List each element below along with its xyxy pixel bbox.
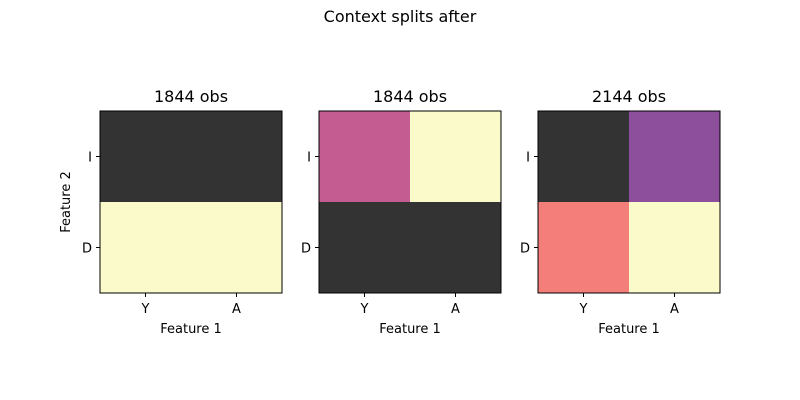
heatmap-cell — [629, 202, 720, 293]
x-tick-label: Y — [579, 302, 588, 317]
panel-3: 2144 obs Y A I D Feature 1 — [520, 87, 721, 337]
y-tick-label: I — [88, 151, 92, 166]
panel-title: 2144 obs — [592, 87, 666, 106]
heatmap-cell — [319, 202, 410, 293]
y-tick-label: I — [526, 151, 530, 166]
heatmap-cell — [191, 202, 282, 293]
axes-frame — [99, 110, 283, 294]
panel-2: 1844 obs Y A I D Feature 1 — [301, 87, 502, 337]
y-tick-label: I — [307, 151, 311, 166]
heatmap-cell — [629, 111, 720, 202]
heatmap-cell — [538, 202, 629, 293]
panels: 1844 obs Y A I D Feature 1 Feature 2 1844 obs Y A… — [59, 87, 721, 337]
x-tick-label: A — [451, 302, 460, 317]
heatmap-cell — [410, 111, 501, 202]
y-tick-label: D — [82, 242, 92, 257]
y-axis-label: Feature 2 — [59, 171, 74, 233]
x-tick-label: A — [232, 302, 241, 317]
heatmap-cell — [319, 111, 410, 202]
y-tick-label: D — [520, 242, 530, 257]
x-axis-label: Feature 1 — [379, 322, 441, 337]
panel-1: 1844 obs Y A I D Feature 1 Feature 2 — [59, 87, 283, 337]
heatmap-cell — [100, 111, 191, 202]
heatmap-cell — [410, 202, 501, 293]
y-tick-label: D — [301, 242, 311, 257]
heatmap-cell — [191, 111, 282, 202]
heatmap-cell — [100, 202, 191, 293]
panel-title: 1844 obs — [373, 87, 447, 106]
x-tick-label: Y — [360, 302, 369, 317]
x-axis-label: Feature 1 — [160, 322, 222, 337]
axes-frame — [537, 110, 721, 294]
x-tick-label: A — [670, 302, 679, 317]
panel-title: 1844 obs — [154, 87, 228, 106]
axes-frame — [318, 110, 502, 294]
x-axis-label: Feature 1 — [598, 322, 660, 337]
x-tick-label: Y — [141, 302, 150, 317]
heatmap-cell — [538, 111, 629, 202]
chart-title: Context splits after — [324, 7, 477, 26]
